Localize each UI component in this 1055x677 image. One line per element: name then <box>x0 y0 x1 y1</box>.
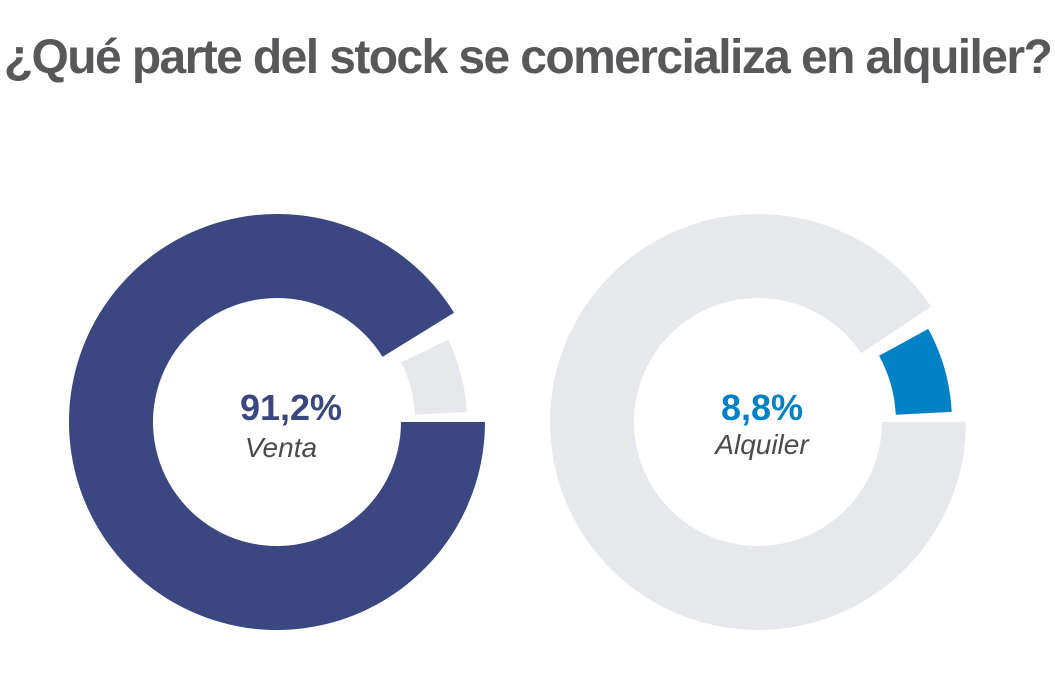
venta-category-label: Venta <box>245 432 317 463</box>
alquiler-segment <box>879 328 952 415</box>
donut-alquiler: 8,8% Alquiler <box>550 213 966 630</box>
chart-title: ¿Qué parte del stock se comercializa en … <box>3 31 1053 84</box>
alquiler-category-label: Alquiler <box>713 429 810 460</box>
alquiler-value-label: 8,8% <box>721 387 803 428</box>
donut-venta: 91,2% Venta <box>68 213 485 630</box>
venta-remaining-segment <box>401 339 467 415</box>
venta-segment <box>68 213 485 630</box>
venta-value-label: 91,2% <box>240 387 342 428</box>
alquiler-remaining-segment <box>550 213 966 630</box>
